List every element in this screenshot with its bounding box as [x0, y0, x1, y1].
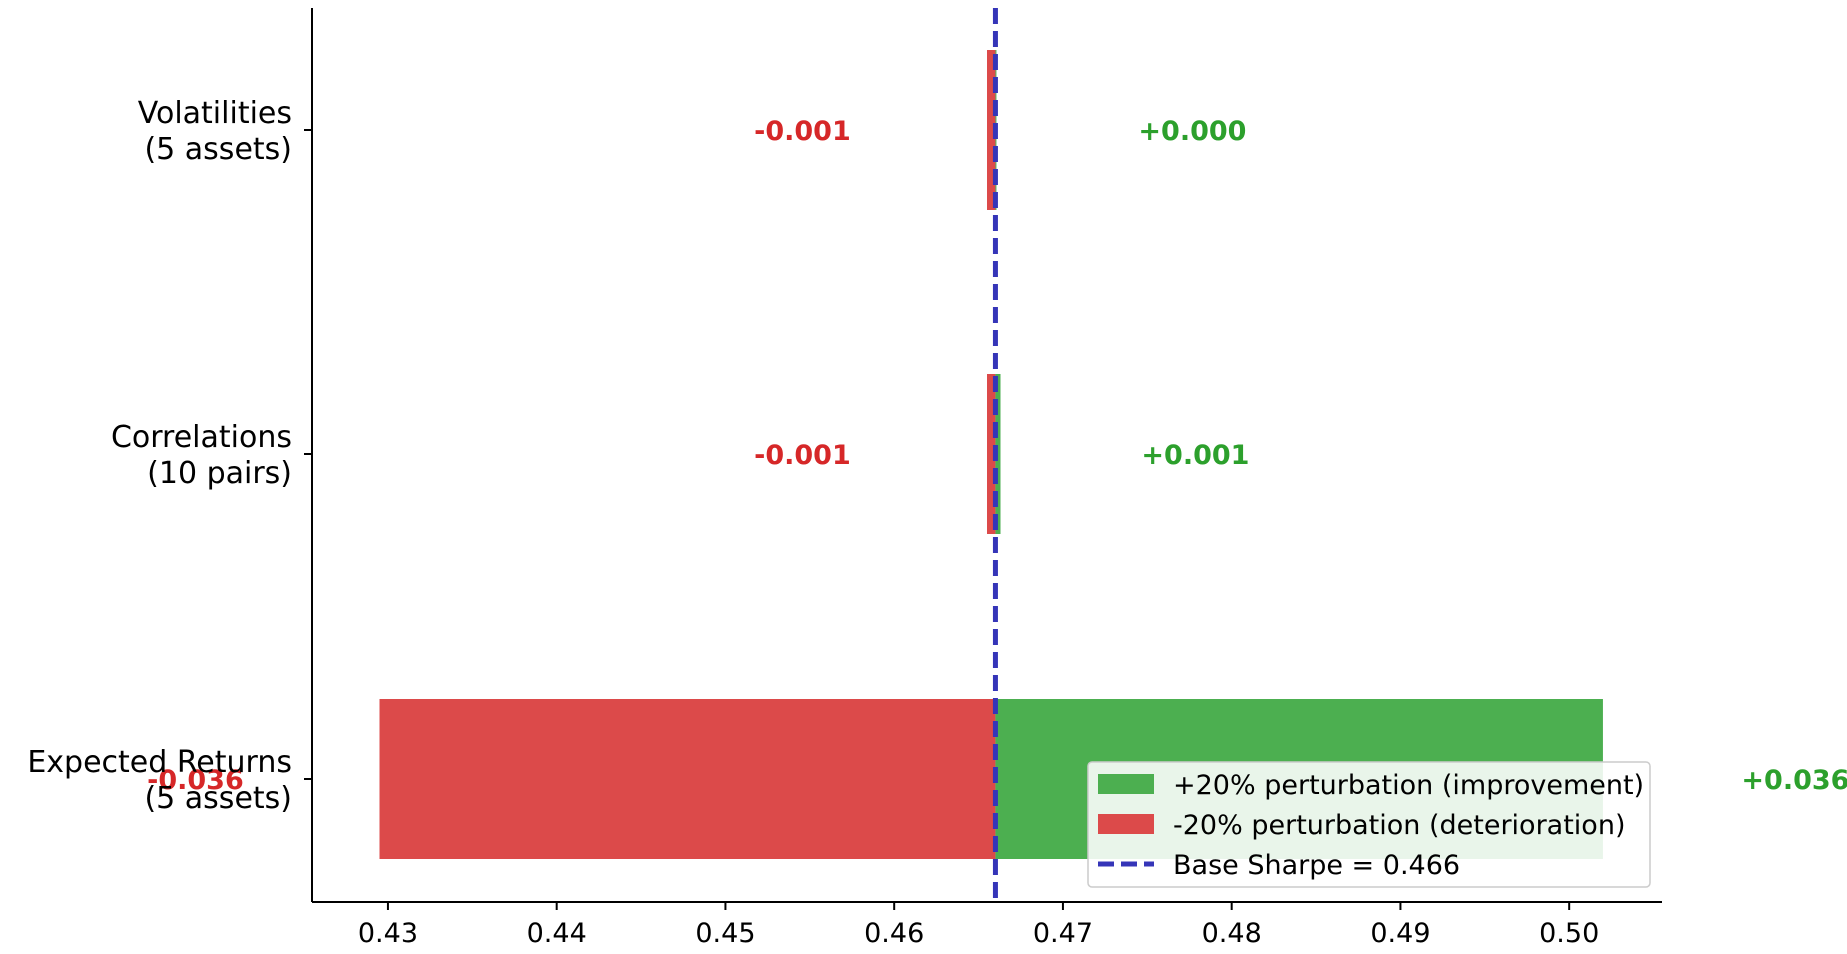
data-label-positive: +0.036 [1741, 765, 1847, 796]
y-tick-label-line: (5 assets) [144, 132, 292, 167]
x-tick-label: 0.44 [527, 918, 587, 949]
legend-box [1087, 761, 1651, 888]
x-tick-label: 0.47 [1033, 918, 1093, 949]
data-label-negative: -0.001 [754, 116, 851, 147]
y-tick-label: Correlations (10 pairs) [111, 420, 292, 491]
y-tick-label: Expected Returns (5 assets) [27, 745, 292, 816]
legend-label: Base Sharpe = 0.466 [1173, 850, 1460, 881]
y-tick-label-line: Expected Returns [27, 745, 292, 780]
legend-swatch-positive [1098, 774, 1154, 794]
y-tick-label-line: (5 assets) [144, 781, 292, 816]
x-tick-label: 0.48 [1202, 918, 1262, 949]
x-tick-label: 0.46 [864, 918, 924, 949]
data-label-negative: -0.036 [147, 765, 244, 796]
x-tick-label: 0.50 [1539, 918, 1599, 949]
bar-negative [987, 374, 996, 534]
legend-label: -20% perturbation (deterioration) [1173, 810, 1625, 841]
y-tick-label-line: Volatilities [138, 96, 292, 131]
data-label-negative: -0.001 [754, 440, 851, 471]
bar-positive [995, 374, 1001, 534]
x-tick-label: 0.45 [695, 918, 755, 949]
data-label-positive: +0.001 [1141, 440, 1249, 471]
bar-negative [987, 50, 996, 210]
legend-label: +20% perturbation (improvement) [1173, 770, 1644, 801]
data-label-positive: +0.000 [1138, 116, 1246, 147]
y-tick-label-line: (10 pairs) [147, 456, 292, 491]
bar-negative [379, 699, 996, 859]
x-tick-label: 0.43 [358, 918, 418, 949]
legend-swatch-negative [1098, 814, 1154, 834]
y-tick-label-line: Correlations [111, 420, 292, 455]
x-tick-label: 0.49 [1370, 918, 1430, 949]
y-tick-label: Volatilities (5 assets) [138, 96, 292, 167]
